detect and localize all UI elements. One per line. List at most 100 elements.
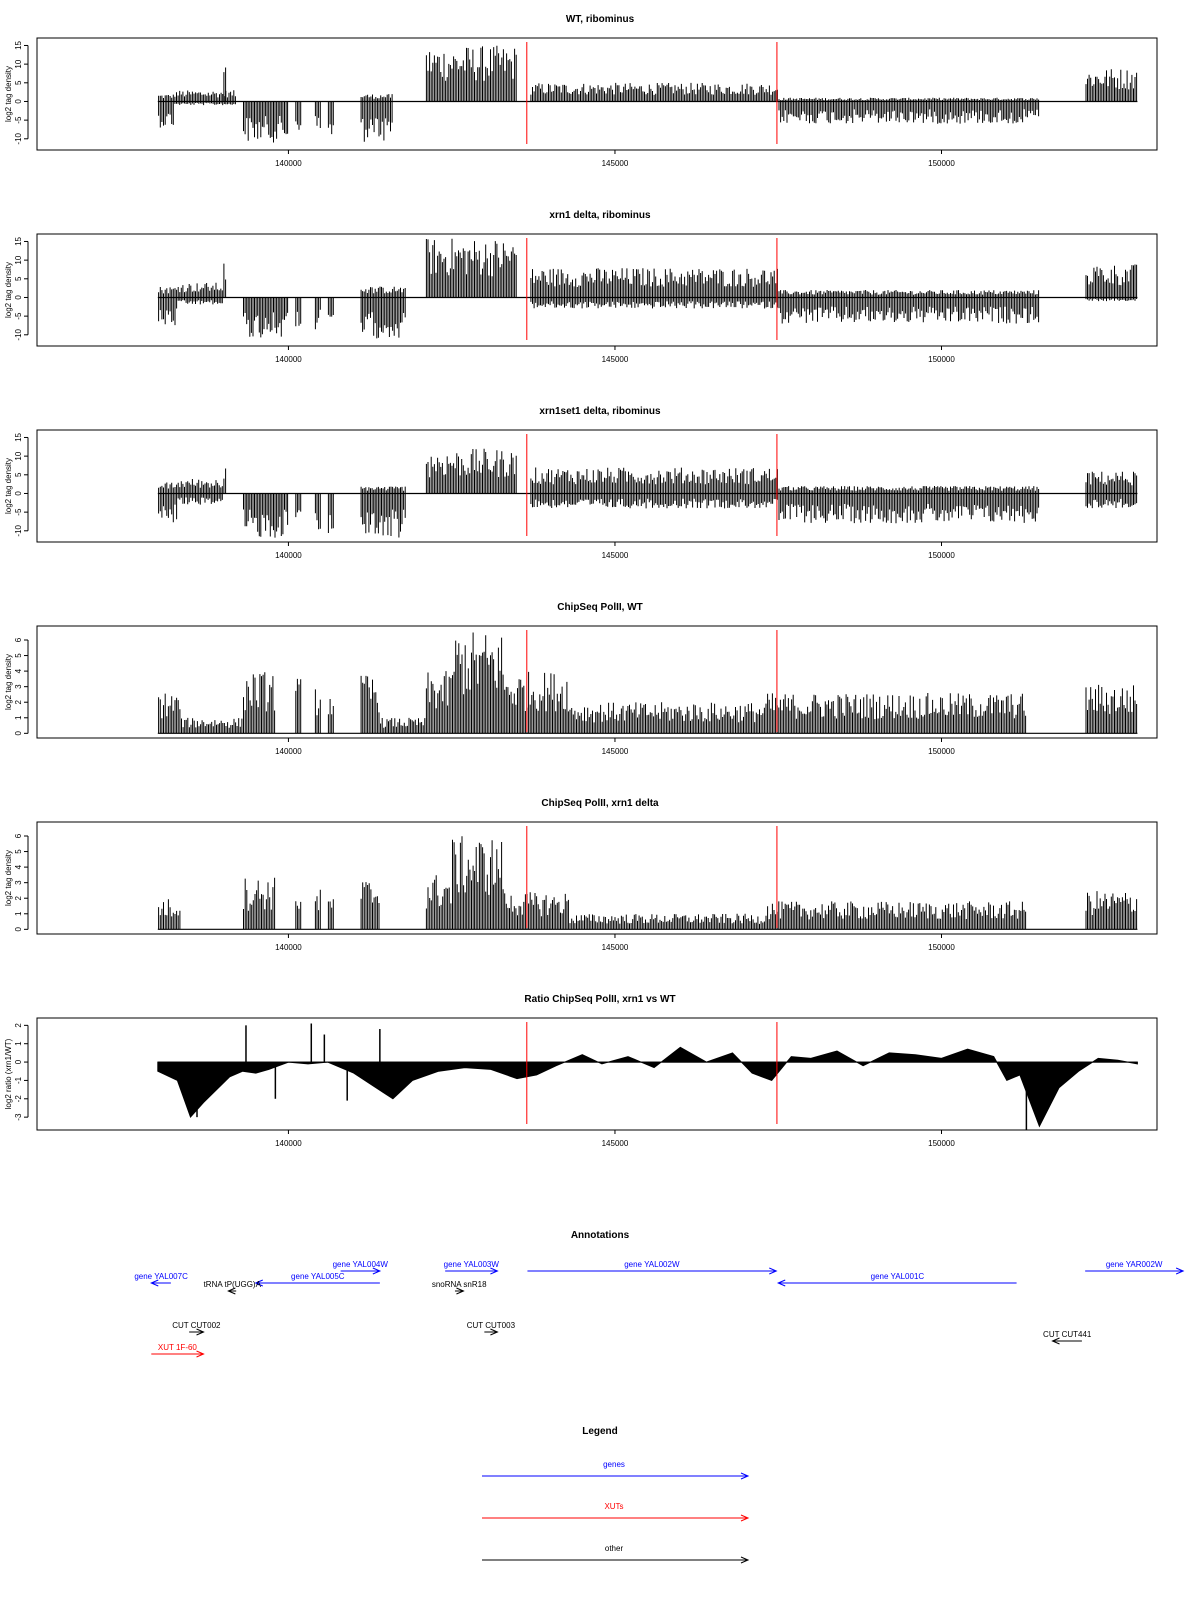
data-segment-3 <box>223 67 227 102</box>
data-bars <box>327 899 334 930</box>
y-tick-label: 1 <box>14 1041 23 1046</box>
x-axis: 140000 145000 150000 <box>275 1130 955 1148</box>
data-bars <box>243 877 276 930</box>
data-bars <box>243 101 289 143</box>
x-tick-label: 145000 <box>602 747 629 756</box>
y-tick-label: 6 <box>14 637 23 642</box>
data-bars <box>314 297 321 330</box>
y-tick-label: 5 <box>14 653 23 658</box>
data-segment-9 <box>425 671 452 734</box>
data-segment-8 <box>360 94 393 142</box>
legend-label: XUTs <box>604 1502 623 1511</box>
data-segment-8 <box>360 286 406 339</box>
chart-title: xrn1 delta, ribominus <box>549 210 651 221</box>
y-axis: -10 -5 0 5 10 15 <box>14 432 29 537</box>
data-segment-9 <box>425 238 517 298</box>
data-segment-12 <box>1085 471 1138 509</box>
feature-label: CUT CUT441 <box>1043 1330 1092 1339</box>
data-series <box>157 632 1138 734</box>
x-tick-label: 140000 <box>275 551 302 560</box>
data-segment-7 <box>327 101 334 135</box>
y-tick-label: 3 <box>14 880 23 885</box>
feature-label: tRNA tP(UGG)A <box>204 1280 262 1289</box>
data-bars <box>425 448 517 494</box>
feature-gene: gene YAL002W <box>527 1260 778 1275</box>
data-segment-2 <box>181 717 243 734</box>
data-bars <box>765 693 1027 734</box>
data-bars <box>380 717 426 734</box>
feature-other: CUT CUT441 <box>1043 1330 1092 1345</box>
y-axis-label: log2 ratio (xrn1/WT) <box>4 1038 13 1109</box>
x-tick-label: 145000 <box>602 355 629 364</box>
data-segment-8 <box>380 717 426 734</box>
annotations-title: Annotations <box>571 1230 630 1241</box>
chart-panel-1: WT, ribominus log2 tag density -10 -5 0 5 10 15… <box>4 14 1158 168</box>
data-bars <box>1085 684 1138 734</box>
annotations-panel: Annotations gene YAL007C gene YAL005C gene … <box>134 1230 1185 1358</box>
y-tick-label: 0 <box>14 927 23 932</box>
chart-title: WT, ribominus <box>566 14 635 25</box>
plot-frame <box>36 1017 1158 1131</box>
data-segment-2 <box>177 282 223 305</box>
data-bars <box>295 297 302 327</box>
feature-label: gene YAL001C <box>871 1272 925 1281</box>
feature-other: CUT CUT002 <box>172 1321 221 1336</box>
feature-other: tRNA tP(UGG)A <box>204 1280 262 1295</box>
feature-gene: gene YAL005C <box>254 1272 380 1287</box>
data-segment-8 <box>452 836 504 930</box>
y-axis-label: log2 tag density <box>4 458 13 514</box>
y-axis: -10 -5 0 5 10 15 <box>14 236 29 341</box>
y-tick-label: 2 <box>14 895 23 900</box>
data-segment-2 <box>174 90 236 106</box>
data-bars <box>504 671 569 734</box>
data-segment-5 <box>327 899 334 930</box>
data-segment-5 <box>295 297 302 327</box>
arrow-head-icon <box>196 1350 205 1358</box>
y-tick-label: 15 <box>14 432 23 441</box>
data-bars <box>1085 69 1138 102</box>
data-bars <box>765 901 1027 930</box>
y-tick-label: -10 <box>14 132 23 144</box>
data-segment-3 <box>223 468 227 494</box>
data-segment-5 <box>295 493 302 518</box>
chart-panel-3: xrn1set1 delta, ribominus log2 tag densit… <box>4 406 1158 560</box>
data-bars <box>314 493 321 530</box>
data-segment-2 <box>243 877 276 930</box>
feature-gene: gene YAL004W <box>333 1260 388 1275</box>
y-tick-label: 4 <box>14 864 23 869</box>
y-tick-label: 0 <box>14 295 23 300</box>
feature-gene: gene YAR002W <box>1085 1260 1185 1275</box>
data-bars <box>327 493 334 533</box>
data-segment-11 <box>504 671 569 734</box>
data-segment-3 <box>295 901 302 930</box>
plot-frame <box>36 37 1158 151</box>
data-bars <box>158 482 178 523</box>
x-tick-label: 140000 <box>275 943 302 952</box>
x-tick-label: 140000 <box>275 747 302 756</box>
x-tick-label: 145000 <box>602 943 629 952</box>
data-bars <box>569 702 765 734</box>
feature-other: CUT CUT003 <box>467 1321 516 1336</box>
data-segment-2 <box>177 479 223 505</box>
data-bars <box>327 699 334 734</box>
y-tick-label: -3 <box>14 1113 23 1121</box>
x-tick-label: 150000 <box>928 355 955 364</box>
y-tick-label: 10 <box>14 255 23 264</box>
chart-panel-6: Ratio ChipSeq PolII, xrn1 vs WT log2 rati… <box>4 994 1158 1148</box>
data-bars <box>530 467 778 509</box>
data-segment-1 <box>158 94 174 128</box>
chart-title: ChipSeq PolII, xrn1 delta <box>541 798 659 809</box>
feature-label: gene YAR002W <box>1106 1260 1163 1269</box>
data-bars <box>177 479 223 505</box>
arrow-head-icon <box>490 1267 499 1275</box>
data-bars <box>327 297 334 317</box>
data-segment-3 <box>243 672 276 734</box>
data-segment-6 <box>327 699 334 734</box>
y-axis: -10 -5 0 5 10 15 <box>14 40 29 145</box>
data-segment-4 <box>243 101 289 143</box>
data-bars <box>569 913 765 930</box>
y-tick-label: 6 <box>14 833 23 838</box>
data-segment-5 <box>314 689 321 734</box>
feature-gene: gene YAL001C <box>776 1272 1017 1287</box>
feature-gene: gene YAL007C <box>134 1272 188 1287</box>
